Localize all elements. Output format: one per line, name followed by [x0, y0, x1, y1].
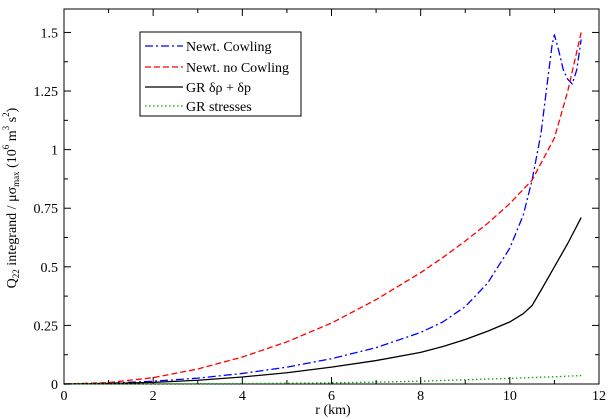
- series-line-gr-stresses: [63, 374, 582, 385]
- y-tick-label: 1.25: [34, 85, 59, 100]
- x-tick-label: 2: [150, 389, 157, 404]
- legend-label-newt-no-cowling: Newt. no Cowling: [186, 61, 289, 76]
- legend-item-gr-drho-dp: GR δρ + δp: [145, 81, 251, 96]
- y-tick-label: 0.5: [41, 261, 59, 276]
- series-line-newt-cowling: [63, 34, 582, 385]
- x-tick-label: 6: [328, 389, 335, 404]
- x-axis-label: r (km): [315, 403, 351, 418]
- legend: Newt. Cowling Newt. no Cowling GR δρ + δ…: [139, 31, 302, 117]
- y-tick-label: 0: [51, 378, 58, 393]
- y-tick-label: 1: [51, 144, 58, 159]
- legend-item-newt-no-cowling: Newt. no Cowling: [145, 61, 289, 76]
- series-line-gr-p: [63, 217, 582, 385]
- legend-label-gr-stresses: GR stresses: [186, 100, 252, 115]
- x-tick-label: 8: [417, 389, 424, 404]
- legend-item-gr-stresses: GR stresses: [145, 100, 252, 115]
- legend-label-gr-drho-dp: GR δρ + δp: [186, 81, 251, 96]
- legend-item-newt-cowling: Newt. Cowling: [145, 40, 272, 55]
- x-tick-label: 4: [239, 389, 246, 404]
- y-tick-label: 0.25: [34, 319, 59, 334]
- y-axis-label: Q22 integrand / μσmax (106 m3 s2): [1, 107, 21, 288]
- y-tick-label: 0.75: [34, 202, 59, 217]
- x-tick-label: 12: [592, 389, 606, 404]
- x-tick-label: 10: [503, 389, 517, 404]
- axis-ticks: 0 2 4 6 8 10 12 0 0.25 0.5 0.75 1 1.25 1.5: [34, 9, 606, 404]
- x-tick-label: 0: [61, 389, 68, 404]
- y-tick-label: 1.5: [41, 26, 59, 41]
- series-line-newt-no-cowling: [63, 32, 582, 385]
- legend-label-newt-cowling: Newt. Cowling: [186, 40, 272, 55]
